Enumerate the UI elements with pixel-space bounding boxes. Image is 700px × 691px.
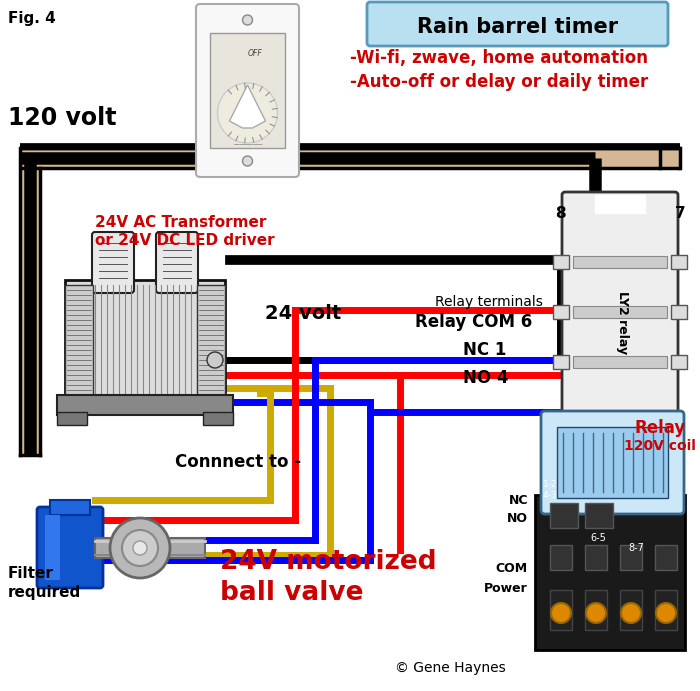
Circle shape	[122, 530, 158, 566]
Bar	[585, 545, 607, 570]
Circle shape	[621, 603, 641, 623]
FancyBboxPatch shape	[156, 232, 198, 293]
Text: NC: NC	[508, 493, 528, 507]
Text: 120 volt: 120 volt	[8, 106, 116, 130]
Text: Fig. 4: Fig. 4	[8, 10, 56, 26]
Circle shape	[656, 603, 676, 623]
Text: LY2 relay: LY2 relay	[615, 291, 629, 354]
Bar	[197, 285, 225, 400]
Bar	[553, 255, 569, 269]
Text: NO 4: NO 4	[463, 369, 508, 387]
Text: Relay terminals: Relay terminals	[435, 295, 543, 309]
Bar	[557, 427, 668, 498]
Bar	[553, 305, 569, 319]
FancyBboxPatch shape	[196, 4, 299, 177]
Text: 24V AC Transformer: 24V AC Transformer	[95, 214, 267, 229]
Text: ─────────: ─────────	[233, 142, 262, 147]
Text: Rain barrel timer: Rain barrel timer	[417, 17, 619, 37]
Text: 8-7: 8-7	[628, 543, 644, 553]
Circle shape	[207, 352, 223, 368]
Text: -Wi-fi, zwave, home automation: -Wi-fi, zwave, home automation	[350, 49, 648, 67]
Bar	[573, 306, 667, 318]
Text: required: required	[8, 585, 81, 600]
Circle shape	[133, 541, 147, 555]
Text: 6-5: 6-5	[590, 533, 606, 543]
Circle shape	[110, 518, 170, 578]
Text: NO: NO	[507, 511, 528, 524]
Bar	[57, 395, 233, 415]
Circle shape	[551, 603, 571, 623]
Text: 1-2
4-3: 1-2 4-3	[542, 480, 557, 500]
Text: Relay COM 6: Relay COM 6	[415, 313, 532, 331]
Text: 24 volt: 24 volt	[265, 303, 342, 323]
Circle shape	[242, 156, 253, 166]
Text: 7: 7	[675, 205, 685, 220]
Text: 24V motorized: 24V motorized	[220, 549, 437, 575]
Circle shape	[586, 603, 606, 623]
Bar	[585, 590, 607, 630]
Text: ball valve: ball valve	[220, 580, 363, 606]
Text: COM: COM	[496, 562, 528, 574]
FancyBboxPatch shape	[367, 2, 668, 46]
Bar	[573, 256, 667, 268]
Bar	[671, 255, 687, 269]
Bar	[655, 590, 677, 630]
Text: 8: 8	[554, 205, 566, 220]
Text: or 24V DC LED driver: or 24V DC LED driver	[95, 232, 274, 247]
Bar	[203, 412, 233, 425]
Polygon shape	[230, 85, 265, 128]
FancyBboxPatch shape	[541, 411, 684, 514]
Bar	[671, 355, 687, 369]
Bar	[573, 356, 667, 368]
Bar	[50, 500, 90, 515]
Text: -Auto-off or delay or daily timer: -Auto-off or delay or daily timer	[350, 73, 648, 91]
FancyBboxPatch shape	[92, 232, 134, 293]
Text: Filter: Filter	[8, 565, 54, 580]
Text: Relay: Relay	[634, 419, 685, 437]
Bar	[671, 305, 687, 319]
Text: NC 1: NC 1	[463, 341, 506, 359]
Circle shape	[242, 15, 253, 25]
Bar	[550, 545, 572, 570]
Text: Power: Power	[484, 582, 528, 594]
Bar	[550, 503, 578, 528]
FancyBboxPatch shape	[37, 507, 103, 588]
Circle shape	[218, 83, 277, 143]
Bar	[655, 545, 677, 570]
Bar	[95, 538, 205, 558]
Text: 120V coil: 120V coil	[624, 439, 696, 453]
Bar	[620, 545, 642, 570]
Bar	[65, 285, 93, 400]
Text: © Gene Haynes: © Gene Haynes	[395, 661, 505, 675]
Bar	[57, 412, 87, 425]
Bar	[550, 590, 572, 630]
Bar	[210, 33, 285, 148]
Bar	[45, 515, 60, 580]
Bar	[535, 495, 685, 650]
Text: Connnect to -: Connnect to -	[175, 453, 301, 471]
Polygon shape	[595, 195, 645, 213]
FancyBboxPatch shape	[562, 192, 678, 433]
Bar	[585, 503, 613, 528]
Bar	[65, 280, 225, 410]
Text: OFF: OFF	[248, 48, 263, 57]
Bar	[553, 355, 569, 369]
Bar	[620, 590, 642, 630]
